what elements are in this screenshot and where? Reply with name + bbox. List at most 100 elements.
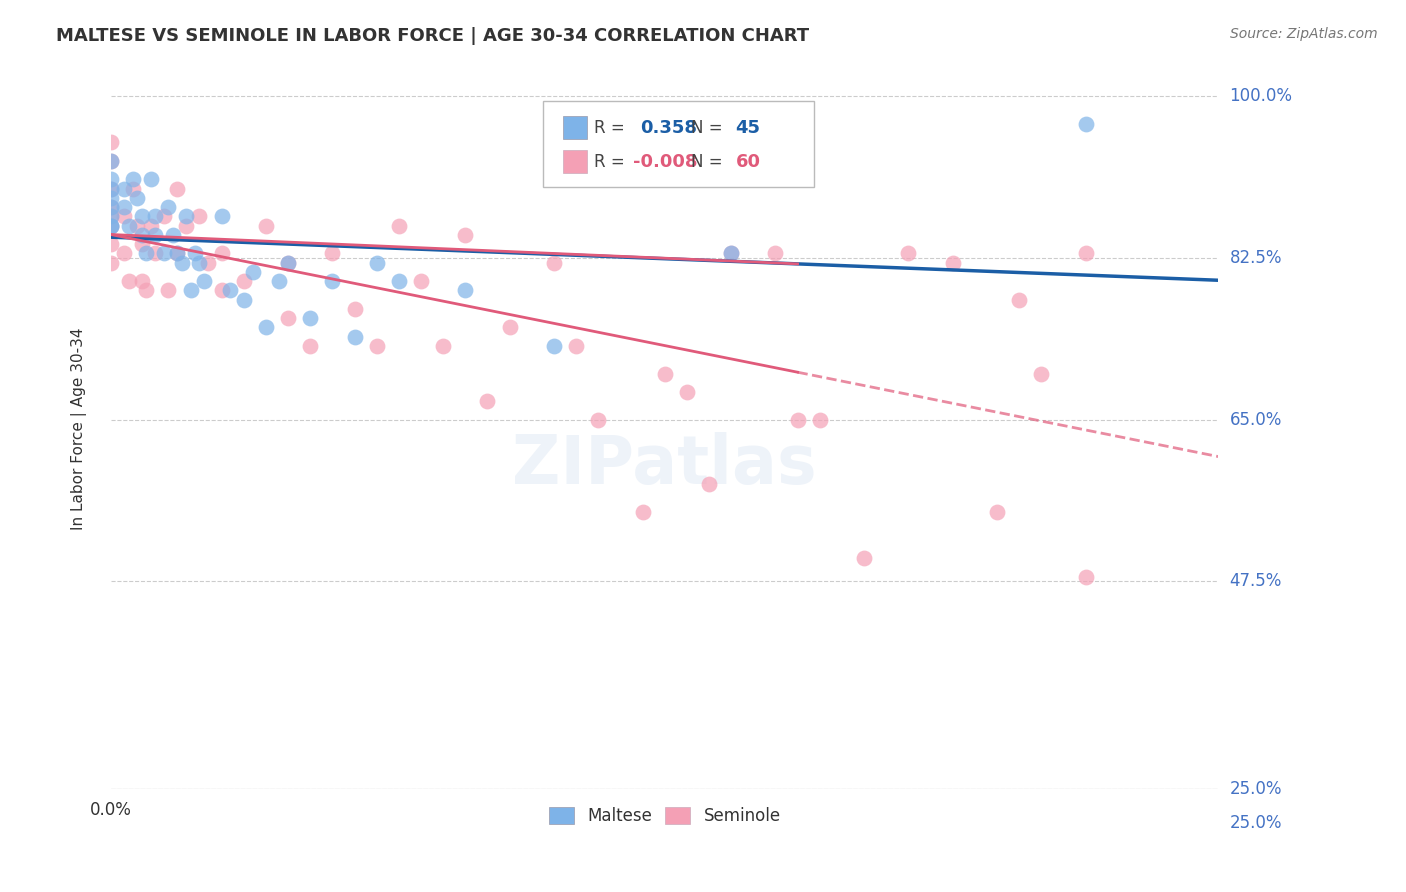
Text: Source: ZipAtlas.com: Source: ZipAtlas.com — [1230, 27, 1378, 41]
Point — [631, 505, 654, 519]
Point — [166, 246, 188, 260]
Point — [808, 413, 831, 427]
Point — [193, 274, 215, 288]
Point — [100, 210, 122, 224]
Point — [112, 246, 135, 260]
Point — [986, 505, 1008, 519]
Point — [254, 219, 277, 233]
Text: 25.0%: 25.0% — [1230, 780, 1282, 798]
Point — [131, 210, 153, 224]
Point — [321, 246, 343, 260]
Text: ZIPatlas: ZIPatlas — [512, 432, 817, 498]
Point — [135, 283, 157, 297]
Text: R =: R = — [593, 120, 630, 137]
Point — [180, 283, 202, 297]
Point — [112, 200, 135, 214]
Text: 60: 60 — [735, 153, 761, 171]
Point — [157, 283, 180, 297]
Point — [143, 246, 166, 260]
Point — [454, 283, 477, 297]
Point — [117, 219, 139, 233]
Point — [277, 255, 299, 269]
Point — [122, 182, 145, 196]
Y-axis label: In Labor Force | Age 30-34: In Labor Force | Age 30-34 — [72, 327, 87, 530]
Point — [153, 246, 176, 260]
Point — [586, 413, 609, 427]
Point — [100, 191, 122, 205]
Point — [131, 274, 153, 288]
Point — [409, 274, 432, 288]
Point — [117, 274, 139, 288]
Text: 100.0%: 100.0% — [1230, 87, 1292, 105]
Point — [100, 219, 122, 233]
Point — [232, 293, 254, 307]
Point — [232, 274, 254, 288]
Point — [299, 339, 322, 353]
Point — [157, 200, 180, 214]
Point — [697, 477, 720, 491]
Point — [100, 153, 122, 168]
Point — [100, 182, 122, 196]
Text: N =: N = — [692, 153, 728, 171]
Point — [388, 219, 411, 233]
Point — [720, 246, 742, 260]
Point — [122, 172, 145, 186]
Point — [269, 274, 291, 288]
Point — [143, 227, 166, 242]
Point — [565, 339, 588, 353]
Point — [100, 210, 122, 224]
Point — [1074, 246, 1097, 260]
FancyBboxPatch shape — [562, 150, 588, 173]
Point — [343, 329, 366, 343]
Point — [139, 219, 162, 233]
Point — [432, 339, 454, 353]
Point — [139, 172, 162, 186]
Point — [162, 227, 184, 242]
Text: R =: R = — [593, 153, 630, 171]
Point — [100, 200, 122, 214]
Point — [498, 320, 520, 334]
Point — [174, 219, 197, 233]
Point — [100, 200, 122, 214]
Point — [100, 219, 122, 233]
Point — [853, 551, 876, 566]
Text: MALTESE VS SEMINOLE IN LABOR FORCE | AGE 30-34 CORRELATION CHART: MALTESE VS SEMINOLE IN LABOR FORCE | AGE… — [56, 27, 810, 45]
Text: 0.358: 0.358 — [640, 120, 697, 137]
Point — [897, 246, 920, 260]
Point — [166, 182, 188, 196]
Point — [654, 367, 676, 381]
Point — [127, 219, 149, 233]
Point — [143, 210, 166, 224]
Point — [170, 255, 193, 269]
Point — [197, 255, 219, 269]
Point — [720, 246, 742, 260]
Point — [477, 394, 499, 409]
Point — [299, 311, 322, 326]
Point — [786, 413, 808, 427]
Point — [765, 246, 787, 260]
Text: 82.5%: 82.5% — [1230, 249, 1282, 267]
Point — [675, 384, 697, 399]
FancyBboxPatch shape — [562, 116, 588, 139]
Point — [343, 301, 366, 316]
Point — [100, 219, 122, 233]
Point — [1074, 570, 1097, 584]
Point — [211, 246, 233, 260]
Point — [454, 227, 477, 242]
Point — [242, 265, 264, 279]
Point — [543, 339, 565, 353]
Point — [100, 237, 122, 252]
Point — [174, 210, 197, 224]
Point — [127, 191, 149, 205]
Text: N =: N = — [692, 120, 728, 137]
Point — [131, 227, 153, 242]
Point — [366, 339, 388, 353]
Point — [100, 182, 122, 196]
Point — [188, 210, 211, 224]
Text: 25.0%: 25.0% — [1230, 814, 1282, 832]
Point — [1074, 117, 1097, 131]
Point — [211, 210, 233, 224]
Point — [112, 210, 135, 224]
Point — [254, 320, 277, 334]
Point — [942, 255, 965, 269]
